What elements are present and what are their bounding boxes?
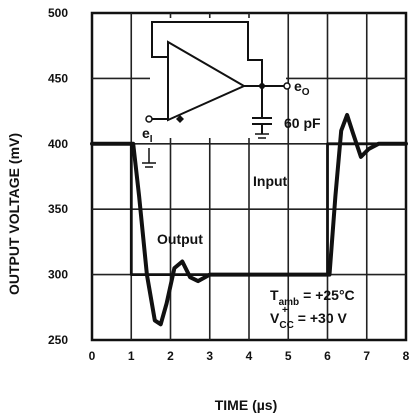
x-tick-label: 8 bbox=[403, 349, 410, 363]
chart-series bbox=[90, 113, 408, 327]
x-tick-label: 3 bbox=[206, 349, 213, 363]
series-line-output bbox=[90, 113, 408, 327]
annotation-tamb: Tamb = +25°C bbox=[270, 287, 355, 308]
y-tick-label: 500 bbox=[48, 6, 68, 20]
annotation-vcc-sub: CC bbox=[279, 320, 293, 331]
annotation-capacitance: 60 pF bbox=[284, 115, 321, 131]
feedback-wire bbox=[151, 21, 263, 86]
annotation-output: Output bbox=[157, 231, 203, 247]
x-tick-label: 5 bbox=[285, 349, 292, 363]
x-tick-label: 6 bbox=[324, 349, 331, 363]
output-terminal-icon bbox=[283, 82, 291, 90]
annotation-e-in-sub: I bbox=[150, 134, 153, 145]
annotation-e-in: eI bbox=[142, 125, 153, 145]
x-tick-label: 7 bbox=[363, 349, 370, 363]
annotation-e-out: eO bbox=[294, 78, 310, 98]
x-tick-label: 4 bbox=[246, 349, 253, 363]
chart-ticks: 0 1 2 3 4 5 6 7 8 500 450 400 350 300 250 bbox=[48, 6, 410, 363]
op-amp-schematic bbox=[142, 18, 291, 168]
annotation-input: Input bbox=[253, 173, 288, 189]
annotation-tamb-sub: amb bbox=[279, 297, 300, 308]
annotation-tamb-value: = +25°C bbox=[303, 287, 355, 303]
x-tick-label: 1 bbox=[128, 349, 135, 363]
y-tick-label: 300 bbox=[48, 268, 68, 282]
y-tick-label: 400 bbox=[48, 137, 68, 151]
x-tick-label: 2 bbox=[167, 349, 174, 363]
y-tick-label: 250 bbox=[48, 333, 68, 347]
annotation-vcc-sup: + bbox=[282, 305, 288, 316]
y-axis-label: OUTPUT VOLTAGE (mV) bbox=[6, 133, 22, 295]
op-amp-triangle bbox=[167, 40, 247, 122]
annotation-e-out-sub: O bbox=[302, 87, 310, 98]
input-terminal-icon bbox=[145, 115, 153, 123]
x-axis-label: TIME (µs) bbox=[215, 397, 278, 413]
input-node-marker bbox=[176, 115, 184, 123]
y-tick-label: 350 bbox=[48, 202, 68, 216]
x-tick-label: 0 bbox=[89, 349, 96, 363]
annotation-vcc-value: = +30 V bbox=[298, 310, 348, 326]
y-tick-label: 450 bbox=[48, 71, 68, 85]
